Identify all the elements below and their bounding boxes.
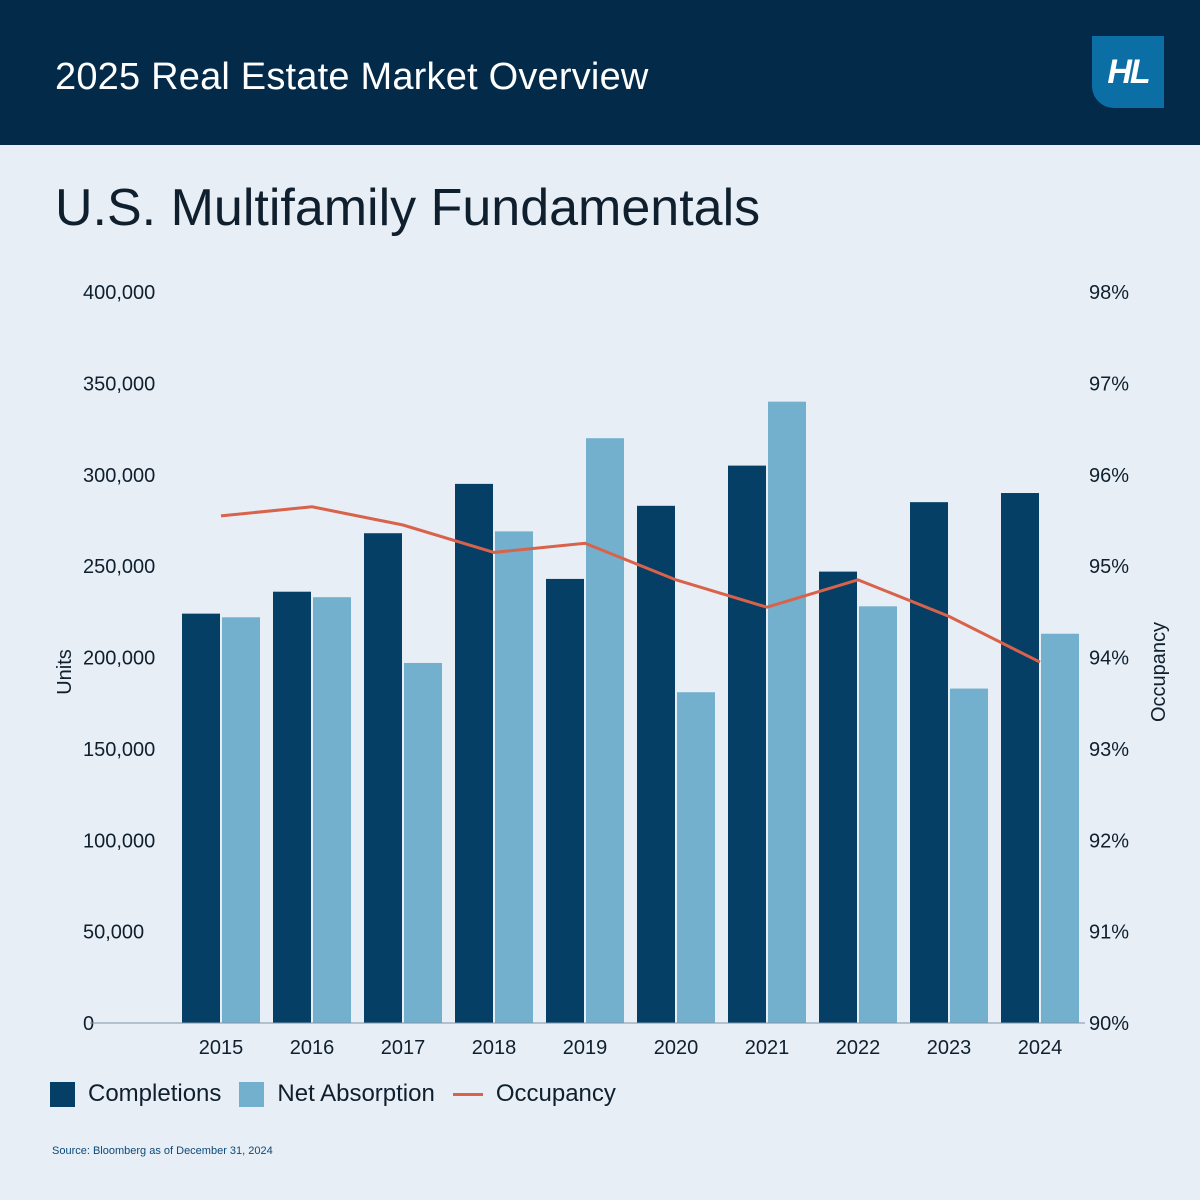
completions-bar bbox=[364, 533, 402, 1023]
completions-bar bbox=[910, 502, 948, 1024]
y2-tick-label: 92% bbox=[1089, 830, 1129, 852]
legend-occupancy: Occupancy bbox=[452, 1080, 616, 1108]
completions-bar bbox=[273, 591, 311, 1023]
net-absorption-bar bbox=[1041, 633, 1079, 1023]
y-tick-label: 400,000 bbox=[83, 282, 155, 304]
x-tick-label: 2019 bbox=[563, 1037, 608, 1059]
y2-tick-label: 98% bbox=[1089, 282, 1129, 304]
net-absorption-bar bbox=[586, 438, 624, 1023]
y2-tick-label: 97% bbox=[1089, 373, 1129, 395]
source-note: Source: Bloomberg as of December 31, 202… bbox=[52, 1145, 273, 1157]
y2-tick-label: 90% bbox=[1089, 1013, 1129, 1035]
y-tick-label: 300,000 bbox=[83, 465, 155, 487]
legend-net-absorption-label: Net Absorption bbox=[277, 1080, 435, 1107]
occupancy-swatch bbox=[452, 1092, 483, 1096]
x-tick-label: 2022 bbox=[836, 1037, 881, 1059]
x-tick-label: 2023 bbox=[927, 1037, 972, 1059]
report-title: 2025 Real Estate Market Overview bbox=[55, 56, 649, 98]
legend-completions-label: Completions bbox=[88, 1080, 222, 1107]
x-tick-label: 2017 bbox=[381, 1037, 426, 1059]
y2-tick-label: 95% bbox=[1089, 556, 1129, 578]
y-tick-label: 250,000 bbox=[83, 556, 155, 578]
net-absorption-bar bbox=[677, 692, 715, 1023]
legend-completions: Completions bbox=[50, 1080, 221, 1108]
chart-legend: Completions Net Absorption Occupancy bbox=[50, 1080, 634, 1108]
completions-bar bbox=[728, 465, 766, 1023]
net-absorption-bar bbox=[950, 688, 988, 1023]
net-absorption-bar bbox=[768, 401, 806, 1023]
net-absorption-bar bbox=[313, 597, 351, 1023]
y-axis-label: Units bbox=[54, 649, 76, 695]
hl-logo: HL bbox=[1092, 36, 1164, 108]
x-tick-label: 2016 bbox=[290, 1037, 335, 1059]
y-tick-label: 350,000 bbox=[83, 373, 155, 395]
y-tick-label: 50,000 bbox=[83, 922, 144, 944]
y-tick-label: 150,000 bbox=[83, 739, 155, 761]
completions-bar bbox=[182, 613, 220, 1023]
x-tick-label: 2018 bbox=[472, 1037, 517, 1059]
completions-bar bbox=[637, 505, 675, 1023]
chart-title: U.S. Multifamily Fundamentals bbox=[55, 179, 761, 237]
x-tick-label: 2015 bbox=[199, 1037, 244, 1059]
y2-tick-label: 94% bbox=[1089, 648, 1129, 670]
net-absorption-swatch bbox=[239, 1081, 265, 1107]
completions-swatch bbox=[50, 1081, 75, 1107]
net-absorption-bar bbox=[495, 531, 533, 1023]
y2-tick-label: 91% bbox=[1089, 922, 1129, 944]
net-absorption-bar bbox=[859, 606, 897, 1023]
x-tick-label: 2024 bbox=[1018, 1037, 1063, 1059]
y-tick-label: 0 bbox=[83, 1013, 94, 1035]
y2-tick-label: 93% bbox=[1089, 739, 1129, 761]
completions-bar bbox=[819, 571, 857, 1023]
legend-net-absorption: Net Absorption bbox=[239, 1080, 435, 1108]
y2-axis-label: Occupancy bbox=[1148, 622, 1170, 722]
header-bar: 2025 Real Estate Market Overview HL bbox=[0, 0, 1200, 145]
legend-occupancy-label: Occupancy bbox=[495, 1080, 616, 1107]
completions-bar bbox=[1001, 493, 1039, 1023]
completions-bar bbox=[546, 578, 584, 1023]
occupancy-line bbox=[220, 505, 1041, 664]
x-tick-label: 2021 bbox=[745, 1037, 790, 1059]
y-tick-label: 200,000 bbox=[83, 648, 155, 670]
net-absorption-bar bbox=[404, 662, 442, 1023]
net-absorption-bar bbox=[222, 617, 260, 1023]
y2-tick-label: 96% bbox=[1089, 465, 1129, 487]
y-tick-label: 100,000 bbox=[83, 830, 155, 852]
x-tick-label: 2020 bbox=[654, 1037, 699, 1059]
completions-bar bbox=[455, 483, 493, 1023]
